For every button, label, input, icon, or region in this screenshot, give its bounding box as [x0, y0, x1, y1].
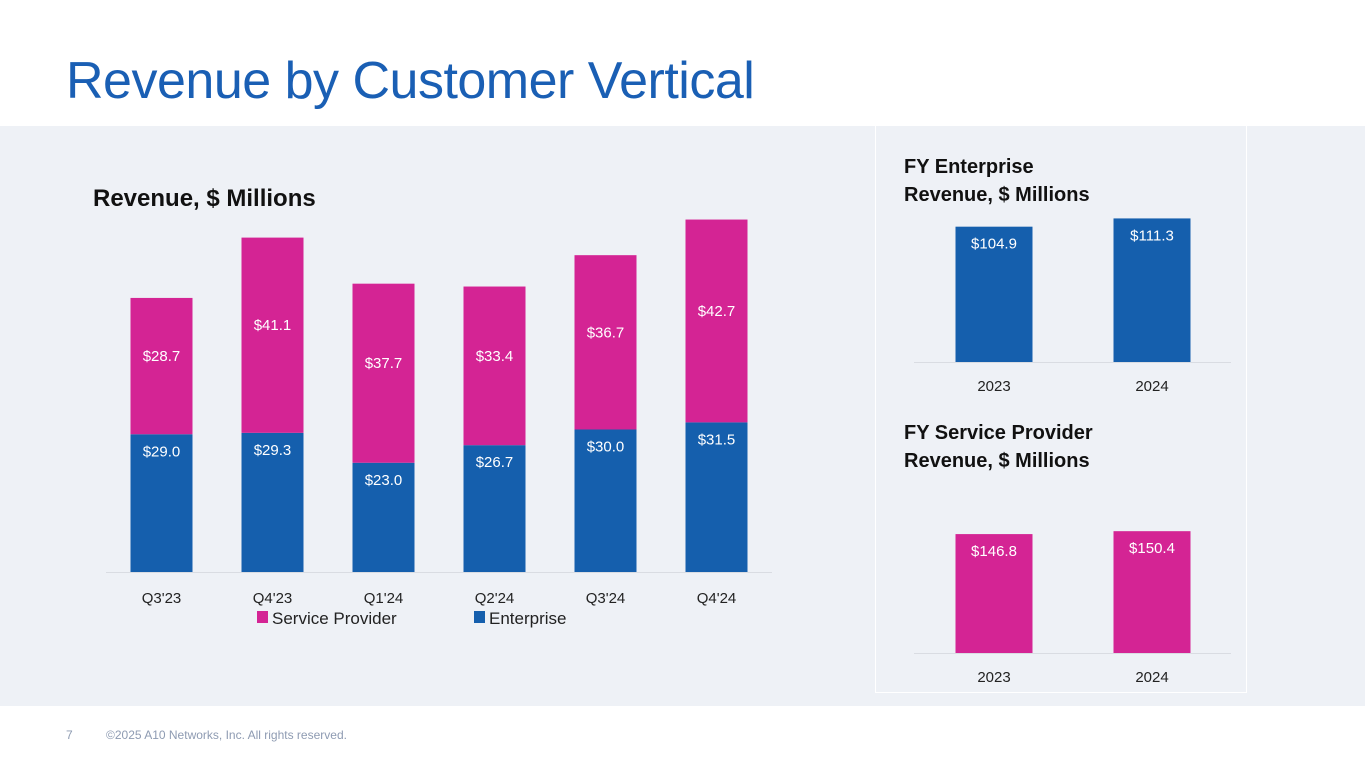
fy-enterprise-title-line-1: FY Enterprise [904, 156, 1034, 178]
service-provider-data-label-1: $41.1 [254, 317, 292, 334]
x-tick-label-2: Q1'24 [364, 590, 404, 607]
x-tick-label-5: Q4'24 [697, 590, 737, 607]
fy-panel [875, 126, 1247, 693]
service-provider-data-label-3: $33.4 [476, 348, 514, 365]
legend-label-enterprise: Enterprise [489, 609, 566, 628]
service-provider-bar-5 [685, 219, 748, 423]
slide-title: Revenue by Customer Vertical [66, 52, 755, 110]
fy-enterprise-bar-1 [1113, 218, 1191, 362]
fy-enterprise-chart-title: FY Enterprise Revenue, $ Millions [904, 153, 1090, 209]
enterprise-bar-2 [352, 462, 415, 572]
x-tick-label-0: Q3'23 [142, 590, 182, 607]
service-provider-bar-3 [463, 286, 526, 446]
copyright-notice: ©2025 A10 Networks, Inc. All rights rese… [106, 728, 347, 742]
fy-sp-title-line-2: Revenue, $ Millions [904, 450, 1090, 472]
fy-sp-bar-1 [1113, 531, 1191, 653]
enterprise-data-label-1: $29.3 [254, 442, 292, 459]
fy-sp-bar-0 [955, 534, 1033, 653]
fy-sp-chart-title: FY Service Provider Revenue, $ Millions [904, 419, 1093, 475]
x-tick-label-4: Q3'24 [586, 590, 626, 607]
enterprise-data-label-0: $29.0 [143, 443, 181, 460]
service-provider-bar-0 [130, 297, 193, 435]
service-provider-data-label-0: $28.7 [143, 348, 181, 365]
x-tick-label-3: Q2'24 [475, 590, 515, 607]
service-provider-data-label-2: $37.7 [365, 355, 403, 372]
fy-enterprise-title-line-2: Revenue, $ Millions [904, 184, 1090, 206]
service-provider-data-label-4: $36.7 [587, 324, 625, 341]
fy-sp-x-tick-label-0: 2023 [977, 669, 1010, 686]
legend-label-service-provider: Service Provider [272, 609, 397, 628]
fy-enterprise-data-label-1: $111.3 [1130, 227, 1174, 244]
enterprise-bar-4 [574, 429, 637, 572]
enterprise-data-label-5: $31.5 [698, 431, 736, 448]
legend-swatch-enterprise [474, 611, 485, 623]
service-provider-data-label-5: $42.7 [698, 303, 736, 320]
enterprise-bar-3 [463, 445, 526, 572]
fy-sp-data-label-1: $150.4 [1129, 540, 1175, 557]
x-tick-label-1: Q4'23 [253, 590, 293, 607]
fy-enterprise-data-label-0: $104.9 [971, 236, 1017, 253]
enterprise-bar-0 [130, 434, 193, 572]
fy-sp-x-tick-label-1: 2024 [1135, 669, 1168, 686]
service-provider-bar-2 [352, 283, 415, 463]
fy-enterprise-x-tick-label-1: 2024 [1135, 378, 1168, 395]
enterprise-bar-1 [241, 432, 304, 572]
page-number: 7 [66, 728, 73, 742]
fy-sp-data-label-0: $146.8 [971, 543, 1017, 560]
enterprise-data-label-3: $26.7 [476, 454, 514, 471]
enterprise-data-label-4: $30.0 [587, 439, 625, 456]
enterprise-bar-5 [685, 422, 748, 572]
fy-sp-title-line-1: FY Service Provider [904, 422, 1093, 444]
service-provider-bar-4 [574, 255, 637, 430]
quarterly-chart-title: Revenue, $ Millions [93, 185, 316, 212]
legend-swatch-service-provider [257, 611, 268, 623]
fy-enterprise-x-tick-label-0: 2023 [977, 378, 1010, 395]
service-provider-bar-1 [241, 237, 304, 433]
enterprise-data-label-2: $23.0 [365, 472, 403, 489]
fy-enterprise-bar-0 [955, 226, 1033, 362]
